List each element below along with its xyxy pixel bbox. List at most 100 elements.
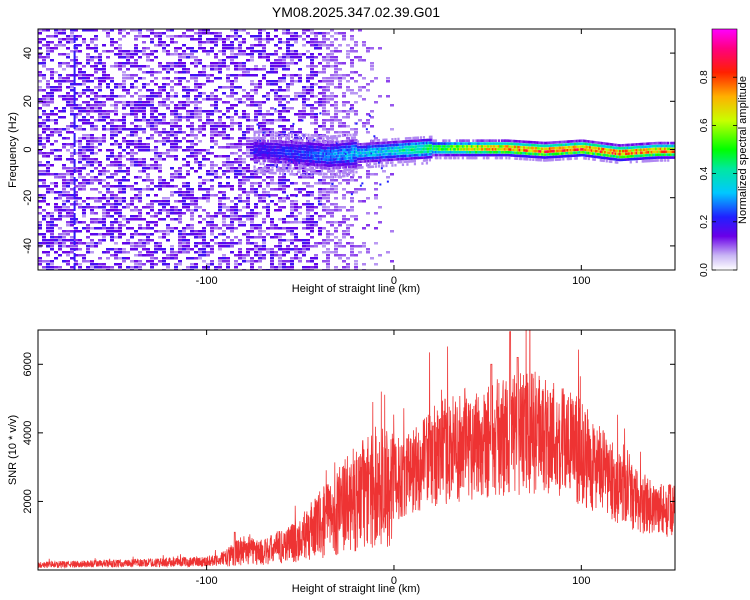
heatmap-cell xyxy=(166,53,170,56)
heatmap-cell xyxy=(210,239,214,242)
heatmap-cell xyxy=(286,32,290,35)
heatmap-cell xyxy=(305,156,309,160)
heatmap-cell xyxy=(230,50,234,53)
heatmap-cell xyxy=(114,134,118,137)
heatmap-cell xyxy=(266,59,270,62)
heatmap-cell xyxy=(338,257,342,260)
heatmap-cell xyxy=(270,164,274,167)
heatmap-cell xyxy=(340,151,343,155)
heatmap-cell xyxy=(326,56,330,59)
heatmap-cell xyxy=(210,140,214,143)
heatmap-cell xyxy=(186,125,190,128)
heatmap-cell xyxy=(274,148,277,152)
heatmap-cell xyxy=(214,95,218,98)
heatmap-cell xyxy=(94,56,98,59)
heatmap-cell xyxy=(114,248,118,251)
heatmap-cell xyxy=(268,145,271,149)
heatmap-cell xyxy=(318,32,322,35)
heatmap-cell xyxy=(366,131,370,134)
heatmap-cell xyxy=(349,145,352,148)
heatmap-cell xyxy=(182,239,186,242)
heatmap-cell xyxy=(262,156,265,160)
heatmap-cell xyxy=(334,236,338,239)
heatmap-cell xyxy=(253,139,256,142)
heatmap-cell xyxy=(206,122,210,125)
heatmap-cell xyxy=(110,227,114,230)
heatmap-cell xyxy=(373,147,376,151)
heatmap-cell xyxy=(250,182,254,185)
heatmap-cell xyxy=(198,59,202,62)
heatmap-cell xyxy=(286,44,290,47)
heatmap-cell xyxy=(102,179,106,182)
heatmap-cell xyxy=(190,89,194,92)
heatmap-cell xyxy=(305,148,309,151)
heatmap-cell xyxy=(342,218,346,221)
heatmap-cell xyxy=(319,163,322,167)
heatmap-cell xyxy=(118,227,122,230)
heatmap-cell xyxy=(397,146,400,149)
heatmap-cell xyxy=(142,161,146,164)
heatmap-cell xyxy=(289,172,292,176)
heatmap-cell xyxy=(281,172,285,176)
heatmap-cell xyxy=(226,47,230,50)
heatmap-cell xyxy=(73,75,76,77)
heatmap-cell xyxy=(290,215,294,218)
heatmap-cell xyxy=(326,53,330,56)
heatmap-cell xyxy=(226,245,230,248)
heatmap-cell xyxy=(150,71,154,74)
heatmap-cell xyxy=(386,251,390,254)
heatmap-cell xyxy=(42,62,46,65)
heatmap-cell xyxy=(358,157,361,161)
heatmap-cell xyxy=(330,128,334,131)
heatmap-cell xyxy=(270,83,274,86)
heatmap-cell xyxy=(329,146,333,150)
heatmap-cell xyxy=(318,80,322,83)
heatmap-cell xyxy=(307,133,310,137)
heatmap-cell xyxy=(388,152,391,156)
heatmap-cell xyxy=(310,29,314,32)
heatmap-cell xyxy=(286,107,290,110)
heatmap-cell xyxy=(355,162,358,165)
heatmap-cell xyxy=(431,153,435,157)
heatmap-cell xyxy=(278,185,282,188)
heatmap-cell xyxy=(346,53,350,56)
heatmap-cell xyxy=(308,156,312,160)
heatmap-cell xyxy=(150,122,154,125)
heatmap-cell xyxy=(182,62,186,65)
heatmap-cell xyxy=(210,194,214,197)
heatmap-cell xyxy=(362,77,366,80)
heatmap-cell xyxy=(186,248,190,251)
heatmap-cell xyxy=(290,248,294,251)
heatmap-cell xyxy=(319,140,322,144)
heatmap-cell xyxy=(266,227,270,230)
heatmap-cell xyxy=(114,110,118,113)
heatmap-cell xyxy=(78,71,82,74)
heatmap-cell xyxy=(314,83,318,86)
heatmap-cell xyxy=(310,209,314,212)
heatmap-cell xyxy=(130,107,134,110)
heatmap-cell xyxy=(304,133,307,137)
heatmap-cell xyxy=(146,254,150,257)
heatmap-cell xyxy=(346,86,350,89)
heatmap-cell xyxy=(326,164,330,167)
heatmap-cell xyxy=(265,156,268,160)
heatmap-cell xyxy=(287,158,291,161)
heatmap-cell xyxy=(86,260,90,263)
heatmap-cell xyxy=(202,227,206,230)
heatmap-cell xyxy=(314,170,318,173)
heatmap-cell xyxy=(194,86,198,89)
heatmap-cell xyxy=(262,148,265,151)
heatmap-cell xyxy=(290,98,294,101)
heatmap-cell xyxy=(214,194,218,197)
heatmap-cell xyxy=(281,148,284,151)
heatmap-cell xyxy=(134,65,138,68)
heatmap-cell xyxy=(326,257,330,260)
heatmap-cell xyxy=(266,128,270,131)
heatmap-cell xyxy=(342,131,346,134)
heatmap-cell xyxy=(386,147,390,150)
heatmap-cell xyxy=(298,77,302,80)
heatmap-cell xyxy=(250,260,254,263)
heatmap-cell xyxy=(38,101,42,104)
heatmap-cell xyxy=(182,182,186,185)
heatmap-cell xyxy=(110,230,114,233)
